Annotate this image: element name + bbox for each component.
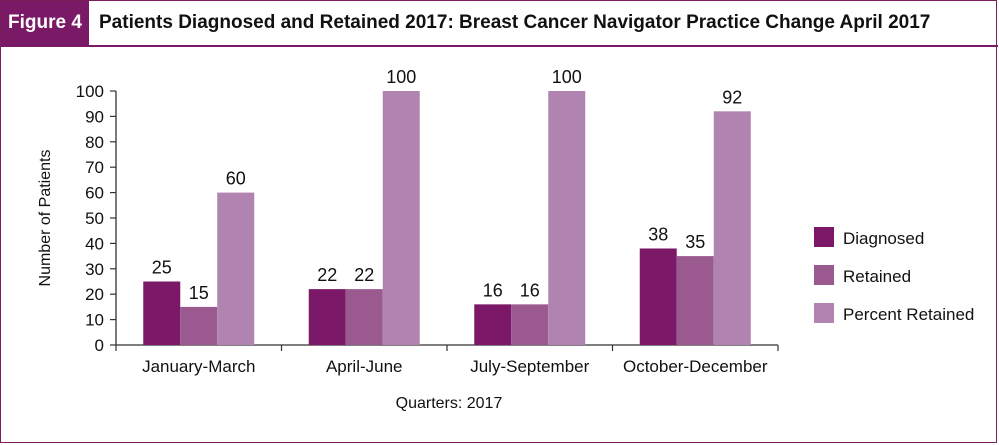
bar-retained: [676, 256, 714, 345]
y-tick-label: 20: [85, 285, 104, 304]
data-label: 35: [685, 232, 705, 252]
bar-diagnosed: [143, 281, 181, 345]
data-label: 16: [520, 280, 540, 300]
data-label: 92: [722, 87, 742, 107]
data-label: 25: [152, 258, 172, 278]
y-tick-label: 90: [85, 107, 104, 126]
x-axis: January-March April-June July-September Oct…: [115, 344, 779, 376]
y-tick-label: 70: [85, 158, 104, 177]
legend-swatch: [814, 227, 834, 247]
header-divider: [1, 45, 998, 47]
y-tick-label: 100: [76, 82, 104, 101]
data-label: 38: [648, 224, 668, 244]
bar-diagnosed: [474, 304, 512, 345]
y-axis-title: Number of Patients: [37, 150, 54, 287]
legend-label: Retained: [843, 267, 911, 286]
figure-title: Patients Diagnosed and Retained 2017: Br…: [99, 12, 931, 33]
y-tick-label: 50: [85, 209, 104, 228]
data-label: 16: [483, 280, 503, 300]
x-tick-label: October-December: [623, 357, 768, 376]
y-tick-label: 60: [85, 184, 104, 203]
legend-label: Diagnosed: [843, 229, 924, 248]
y-tick-label: 10: [85, 311, 104, 330]
y-axis: 0 10 20 30 40 50 60 70 80 90 100: [76, 82, 117, 355]
figure-label: Figure 4: [1, 1, 89, 45]
data-label: 22: [354, 265, 374, 285]
data-label: 100: [552, 67, 582, 87]
bar-retained: [511, 304, 549, 345]
bar-diagnosed: [308, 289, 346, 345]
data-label: 22: [317, 265, 337, 285]
bar-diagnosed: [639, 248, 677, 345]
data-label: 60: [226, 169, 246, 189]
bar-retained: [345, 289, 383, 345]
x-tick-label: January-March: [142, 357, 255, 376]
x-tick-label: July-September: [470, 357, 589, 376]
y-tick-label: 30: [85, 260, 104, 279]
bar-percent-retained: [382, 91, 420, 345]
bars: [143, 91, 751, 345]
bar-percent-retained: [548, 91, 586, 345]
data-label: 100: [386, 67, 416, 87]
bar-percent-retained: [713, 111, 751, 345]
y-tick-label: 40: [85, 234, 104, 253]
y-tick-label: 80: [85, 133, 104, 152]
x-axis-title: Quarters: 2017: [396, 395, 503, 412]
x-tick-label: April-June: [326, 357, 403, 376]
data-labels: 25 22 16 38 15 22 16 35 60 100 100 92: [152, 67, 743, 303]
bar-retained: [180, 306, 218, 345]
bar-percent-retained: [217, 192, 255, 345]
legend-swatch: [814, 303, 834, 323]
y-tick-label: 0: [95, 336, 104, 355]
figure-header: Figure 4 Patients Diagnosed and Retained…: [1, 1, 998, 45]
data-label: 15: [189, 283, 209, 303]
legend-swatch: [814, 265, 834, 285]
legend: Diagnosed Retained Percent Retained: [814, 227, 974, 324]
legend-label: Percent Retained: [843, 305, 974, 324]
